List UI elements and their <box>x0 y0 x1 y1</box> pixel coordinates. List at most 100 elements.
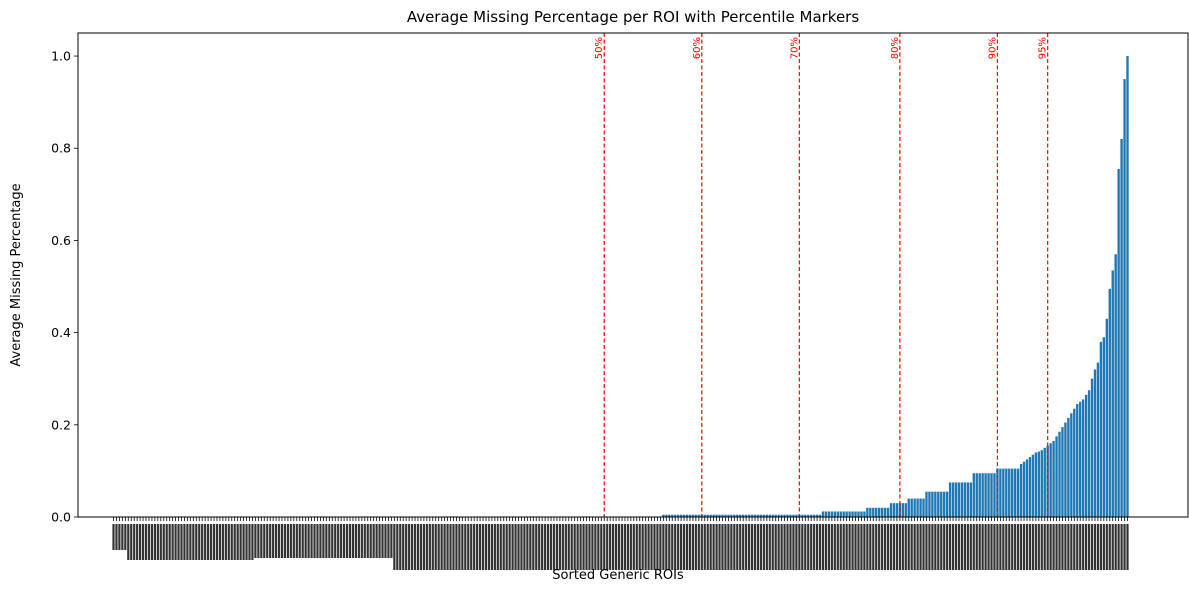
bar <box>739 514 742 517</box>
bar <box>668 514 671 517</box>
bar <box>771 514 774 517</box>
bar <box>981 473 984 517</box>
bar <box>910 498 913 517</box>
bar <box>1093 369 1097 517</box>
bar <box>1046 445 1049 517</box>
bar <box>922 498 925 517</box>
y-axis-label: Average Missing Percentage <box>9 183 24 366</box>
bar <box>706 514 709 517</box>
bar <box>783 514 786 517</box>
bar <box>880 507 884 517</box>
bar <box>665 514 668 517</box>
bar <box>854 511 857 517</box>
bar <box>697 514 701 517</box>
bar <box>872 507 875 517</box>
bar <box>709 514 712 517</box>
bar <box>753 514 757 517</box>
bar <box>1049 443 1052 517</box>
y-tick-label: 0.8 <box>51 141 71 156</box>
bar <box>934 491 937 517</box>
bar <box>727 514 730 517</box>
bar <box>1073 408 1076 517</box>
bar <box>765 514 769 517</box>
bar <box>1025 459 1029 517</box>
bar <box>777 514 780 517</box>
percentile-label: 50% <box>594 37 605 59</box>
percentile-label: 80% <box>890 37 901 59</box>
bar <box>759 514 763 517</box>
bar <box>1087 390 1091 517</box>
bar <box>1019 463 1023 517</box>
bar <box>866 507 869 517</box>
bar <box>1031 454 1035 517</box>
bar <box>943 491 946 517</box>
bar <box>1108 288 1111 517</box>
bar <box>895 503 899 517</box>
x-axis-label: Sorted Generic ROIs <box>552 568 684 583</box>
bar <box>960 482 964 517</box>
bar <box>815 514 819 517</box>
percentile-label: 70% <box>789 37 800 59</box>
bar <box>762 514 766 517</box>
bar <box>1043 447 1046 517</box>
bar <box>886 507 890 517</box>
bar <box>1013 468 1017 517</box>
bar <box>694 514 698 517</box>
y-tick-label: 0.2 <box>51 417 71 432</box>
bar <box>780 514 783 517</box>
bar <box>792 514 795 517</box>
bar <box>756 514 760 517</box>
bar <box>703 514 706 517</box>
bar <box>688 514 692 517</box>
bar <box>940 491 943 517</box>
bar <box>836 511 839 517</box>
bar <box>860 511 863 517</box>
bar <box>963 482 967 517</box>
bar <box>1111 270 1114 517</box>
bar <box>1114 254 1117 517</box>
bar <box>1052 440 1055 517</box>
bar <box>718 514 721 517</box>
percentile-label: 60% <box>692 37 703 59</box>
bar <box>1081 399 1085 517</box>
bar <box>1079 401 1082 517</box>
bar <box>987 473 990 517</box>
bar <box>744 514 748 517</box>
bar <box>978 473 981 517</box>
bar <box>824 511 828 517</box>
y-tick-label: 0.0 <box>51 510 71 525</box>
bar <box>821 511 825 517</box>
bar <box>795 514 798 517</box>
bar <box>1070 413 1073 517</box>
bar <box>1117 168 1120 518</box>
bar <box>889 503 893 517</box>
bar <box>857 511 860 517</box>
bar <box>954 482 958 517</box>
bar <box>845 511 848 517</box>
bar <box>948 482 952 517</box>
bar <box>863 511 866 517</box>
bar <box>848 511 851 517</box>
bar <box>1096 362 1100 517</box>
percentile-label: 95% <box>1038 37 1049 59</box>
bar <box>724 514 727 517</box>
bar <box>1076 404 1079 517</box>
bar <box>833 511 837 517</box>
bar <box>1028 457 1032 517</box>
bar <box>1055 436 1058 517</box>
bar <box>1084 394 1088 517</box>
bar <box>712 514 715 517</box>
bar <box>747 514 751 517</box>
bar <box>1037 451 1040 517</box>
bar <box>1090 378 1094 517</box>
bar <box>993 473 996 517</box>
bar <box>913 498 916 517</box>
bar <box>1040 450 1043 517</box>
bar <box>1058 431 1061 517</box>
bar <box>1120 139 1123 517</box>
y-tick-label: 0.4 <box>51 325 71 340</box>
bar <box>966 482 970 517</box>
bar <box>733 514 736 517</box>
bar <box>901 503 905 517</box>
